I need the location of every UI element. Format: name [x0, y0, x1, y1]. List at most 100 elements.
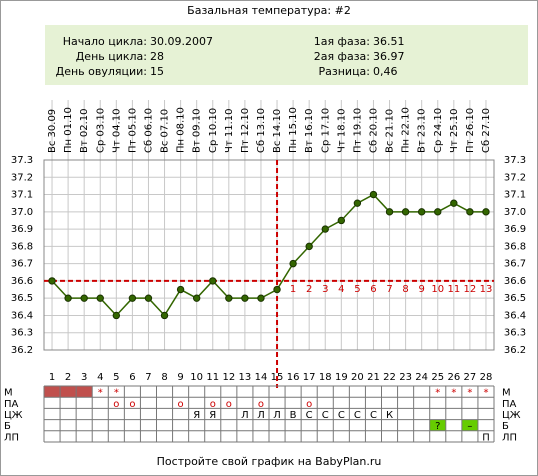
- temperature-point: [112, 311, 121, 320]
- info-label: Начало цикла:: [63, 35, 147, 48]
- day-number: 11: [206, 372, 219, 383]
- temperature-point: [385, 208, 394, 216]
- x-tick-label: Пт 05.10: [127, 108, 138, 153]
- x-tick-label: Пн 08.10: [176, 107, 187, 153]
- day-number: 4: [97, 372, 103, 383]
- temperature-point: [48, 277, 56, 285]
- temperature-point: [466, 208, 474, 216]
- day-number: 24: [415, 372, 428, 383]
- info-value: 36.51: [373, 35, 405, 48]
- x-tick-label: Чт 18.10: [336, 109, 347, 154]
- day-number: 28: [480, 372, 493, 383]
- cell-mark: o: [129, 399, 135, 410]
- row-label-right: ЛП: [502, 432, 517, 443]
- day-number: 14: [255, 372, 268, 383]
- day-number: 27: [464, 372, 477, 383]
- temperature-point: [417, 208, 426, 216]
- day-number: 21: [367, 372, 380, 383]
- temperature-point: [160, 311, 169, 320]
- cell-mark: o: [226, 399, 232, 410]
- phase2-day: 7: [386, 284, 392, 295]
- info-label: День цикла:: [76, 50, 147, 63]
- x-tick-label: Чт 25.10: [449, 109, 460, 154]
- row-label: ПА: [4, 399, 19, 410]
- temperature-point: [257, 294, 265, 302]
- cell-mark: *: [483, 388, 488, 399]
- day-number: 22: [383, 372, 396, 383]
- cell-mark: С: [338, 410, 345, 421]
- cell-mark: Я: [193, 410, 200, 421]
- cell-mark: *: [98, 388, 103, 399]
- cell-mark: –: [467, 421, 472, 432]
- cell-mark: Л: [241, 410, 249, 421]
- x-tick-label: Пн 01.10: [63, 107, 74, 153]
- day-number: 2: [65, 372, 71, 383]
- y-tick-label-right: 37.0: [504, 207, 526, 218]
- temperature-point: [225, 294, 233, 302]
- temperature-point: [241, 294, 249, 302]
- day-number: 1: [49, 372, 55, 383]
- y-tick-label-right: 37.3: [504, 155, 526, 166]
- footer: Постройте свой график на BabyPlan.ru: [157, 455, 382, 468]
- day-number: 13: [239, 372, 252, 383]
- info-label: 2ая фаза:: [314, 50, 370, 63]
- x-tick-label: Сб 13.10: [256, 108, 267, 153]
- y-tick-label-right: 36.7: [504, 259, 526, 270]
- phase2-day: 4: [338, 284, 344, 295]
- y-tick-label: 36.4: [11, 310, 33, 321]
- temperature-point: [128, 294, 137, 302]
- temperature-point: [434, 208, 442, 216]
- cell-mark: С: [322, 410, 329, 421]
- temperature-point: [321, 225, 329, 233]
- cell-mark: В: [290, 410, 297, 421]
- x-tick-label: Ср 24.10: [433, 108, 444, 153]
- y-tick-label: 36.8: [11, 241, 33, 252]
- x-tick-label: Пт 26.10: [465, 108, 476, 153]
- day-number: 16: [287, 372, 300, 383]
- phase2-day: 11: [447, 284, 460, 295]
- day-number: 10: [190, 372, 203, 383]
- temperature-point: [289, 259, 297, 268]
- day-number: 12: [222, 372, 235, 383]
- temperature-point: [64, 294, 72, 302]
- cell-mark: Л: [257, 410, 265, 421]
- y-tick-label-right: 36.2: [504, 345, 526, 356]
- temperature-point: [192, 294, 201, 302]
- x-tick-label: Вс 14.10: [272, 109, 283, 153]
- phase2-day: 12: [464, 284, 477, 295]
- y-tick-label-right: 36.4: [504, 310, 526, 321]
- x-tick-label: Вт 09.10: [192, 109, 203, 154]
- cell-mark: К: [386, 410, 393, 421]
- phase2-day: 6: [370, 284, 376, 295]
- cell-mark: С: [354, 410, 361, 421]
- day-number: 25: [431, 372, 444, 383]
- y-tick-label: 37.0: [11, 207, 33, 218]
- x-tick-label: Вт 23.10: [417, 109, 428, 154]
- day-number: 18: [319, 372, 332, 383]
- cell-mark: o: [210, 399, 216, 410]
- y-tick-label: 37.1: [11, 190, 33, 201]
- filled-cell: [76, 386, 93, 398]
- temperature-point: [353, 199, 362, 207]
- x-tick-label: Пт 19.10: [352, 108, 363, 153]
- day-number: 26: [447, 372, 460, 383]
- day-number: 19: [335, 372, 348, 383]
- x-tick-label: Пт 12.10: [240, 108, 251, 153]
- y-tick-label-right: 36.9: [504, 224, 526, 235]
- phase2-day: 10: [431, 284, 444, 295]
- info-value: 15: [150, 65, 164, 78]
- x-tick-label: Сб 20.10: [368, 108, 379, 153]
- y-tick-label-right: 37.1: [504, 190, 526, 201]
- plot-border: [43, 159, 495, 351]
- temperature-point: [450, 199, 458, 207]
- filled-cell: [60, 386, 77, 398]
- y-tick-label: 37.3: [11, 155, 33, 166]
- x-tick-label: Вт 02.10: [79, 109, 90, 154]
- phase2-day: 1: [290, 284, 296, 295]
- info-value: 0,46: [373, 65, 398, 78]
- row-label: М: [4, 388, 13, 399]
- info-label: День овуляции:: [56, 65, 147, 78]
- row-label-right: ЦЖ: [502, 410, 521, 421]
- cell-mark: ?: [435, 421, 440, 432]
- row-label-right: Б: [502, 421, 509, 432]
